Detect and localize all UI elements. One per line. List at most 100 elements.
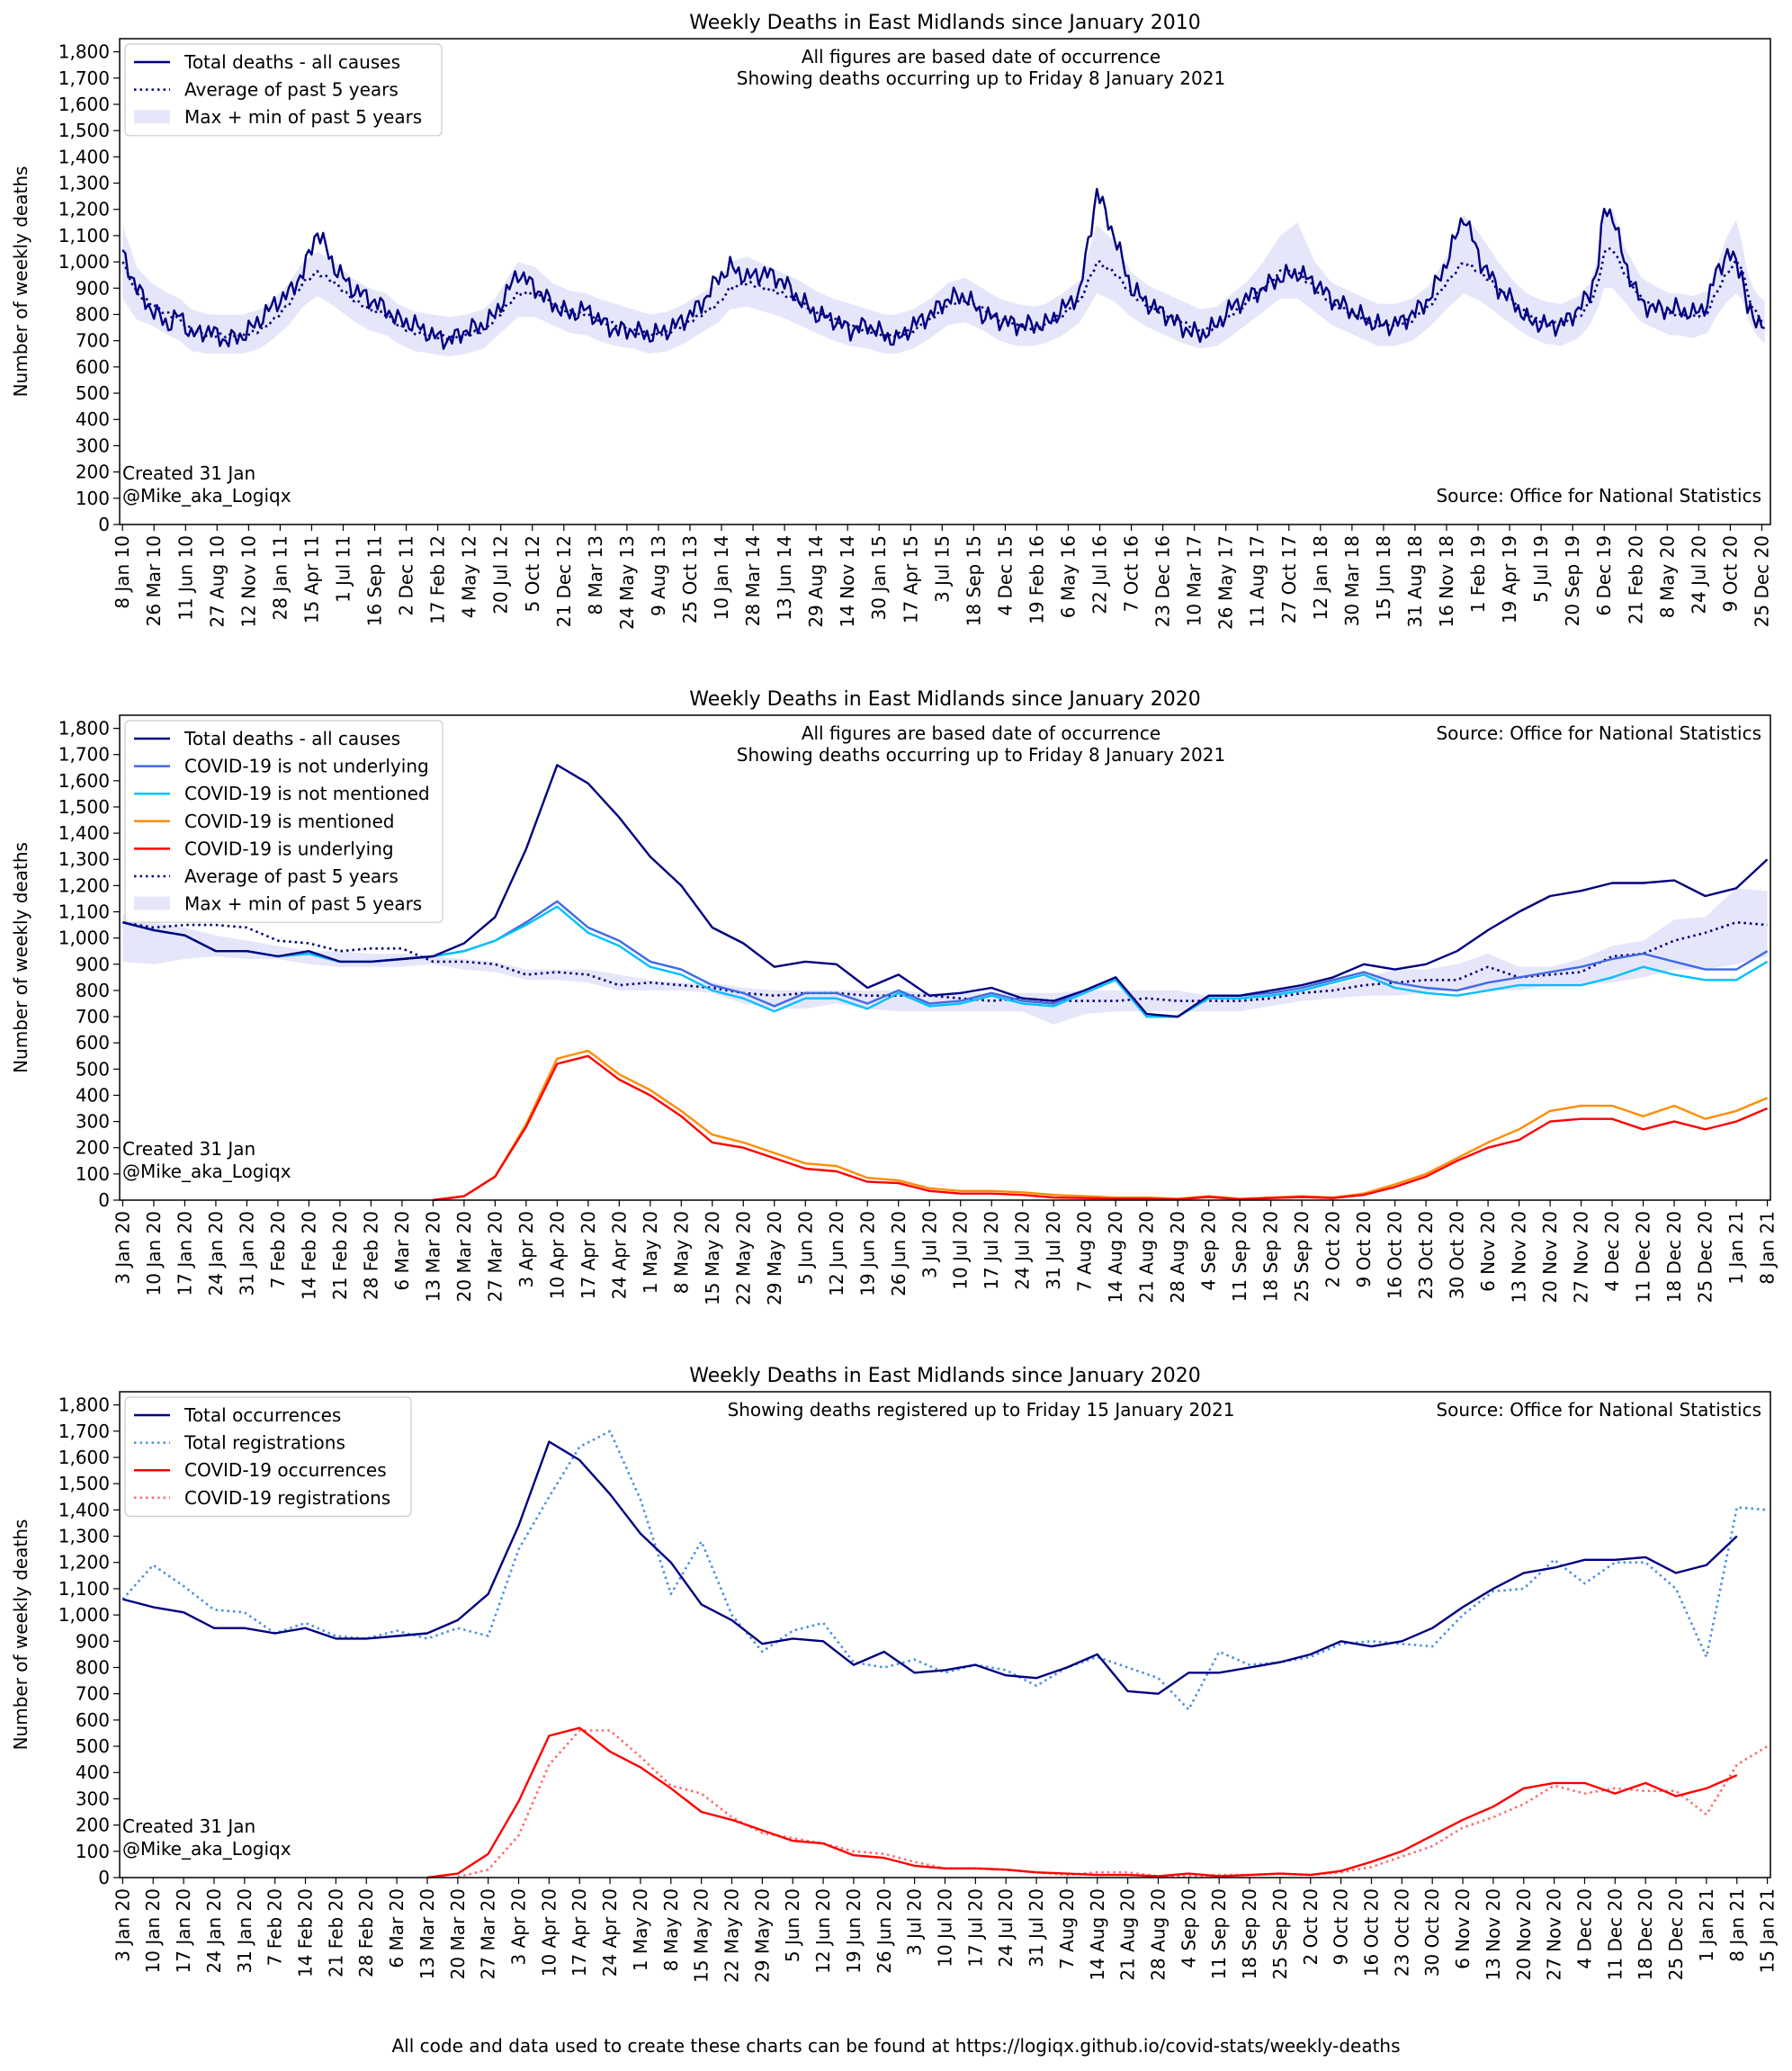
- x-tick-label: 18 Dec 20: [1635, 1888, 1656, 1980]
- subtitle-line: Showing deaths occurring up to Friday 8 …: [737, 744, 1225, 766]
- x-tick-label: 18 Dec 20: [1663, 1211, 1685, 1303]
- x-tick-label: 6 Nov 20: [1477, 1211, 1499, 1292]
- x-tick-label: 26 Mar 10: [143, 535, 165, 626]
- legend-item-covid-19-is-underlying: COVID-19 is underlying: [134, 838, 394, 859]
- y-tick-label: 1,800: [58, 1394, 110, 1416]
- x-tick-label: 13 Jun 14: [774, 535, 795, 621]
- x-tick-label: 5 Jun 20: [794, 1211, 816, 1285]
- legend-label: COVID-19 is not mentioned: [184, 783, 430, 804]
- y-tick-label: 800: [76, 980, 110, 1001]
- x-tick-label: 3 Jan 20: [112, 1211, 133, 1285]
- x-tick-label: 1 May 20: [630, 1888, 651, 1971]
- line-covid-19-is-mentioned: [433, 1049, 1769, 1202]
- x-tick-label: 25 Dec 20: [1665, 1888, 1687, 1980]
- x-tick-label: 14 Feb 20: [295, 1888, 317, 1977]
- line-total-deaths-all-causes: [121, 187, 1765, 350]
- x-tick-label: 26 Jun 20: [888, 1211, 909, 1296]
- x-tick-label: 9 Oct 20: [1353, 1211, 1375, 1287]
- y-tick-label: 1,100: [58, 901, 110, 923]
- x-tick-label: 25 Sep 20: [1291, 1211, 1313, 1302]
- legend-item-covid-19-is-mentioned: COVID-19 is mentioned: [134, 811, 394, 832]
- legend-box: [124, 43, 443, 137]
- x-tick-label: 5 Oct 12: [522, 535, 543, 612]
- legend-label: COVID-19 is mentioned: [184, 811, 394, 832]
- legend-item-total-registrations: Total registrations: [134, 1432, 345, 1454]
- legend-label: COVID-19 is underlying: [184, 838, 394, 859]
- y-tick-label: 700: [76, 330, 110, 352]
- y-tick-label: 1,600: [58, 94, 110, 115]
- footer-note: All code and data used to create these c…: [391, 2035, 1401, 2057]
- x-tick-label: 23 Oct 20: [1415, 1211, 1437, 1299]
- y-tick-label: 100: [76, 1841, 110, 1862]
- y-tick-label: 700: [76, 1006, 110, 1027]
- y-tick-label: 800: [76, 303, 110, 325]
- x-tick-label: 22 Jul 16: [1089, 535, 1111, 614]
- y-tick-label: 700: [76, 1683, 110, 1705]
- legend-box: [124, 720, 444, 923]
- x-tick-label: 24 Jan 20: [205, 1211, 227, 1295]
- y-tick-label: 300: [76, 1111, 110, 1133]
- credit-line: @Mike_aka_Logiqx: [122, 1838, 291, 1860]
- x-tick-label: 22 May 20: [732, 1211, 754, 1305]
- y-axis-label: Number of weekly deaths: [10, 842, 31, 1073]
- x-tick-label: 29 Aug 14: [805, 535, 827, 628]
- plot-frame: [119, 714, 1771, 1201]
- x-tick-label: 25 Sep 20: [1269, 1888, 1291, 1979]
- y-tick-label: 0: [98, 1867, 110, 1888]
- x-tick-label: 31 Jan 20: [234, 1888, 255, 1973]
- y-tick-label: 1,000: [58, 251, 110, 273]
- x-tick-label: 20 Nov 20: [1539, 1211, 1561, 1304]
- y-tick-label: 300: [76, 1788, 110, 1809]
- x-tick-label: 11 Jun 10: [175, 535, 196, 621]
- x-tick-label: 13 Mar 20: [422, 1211, 444, 1302]
- x-tick-label: 2 Oct 20: [1322, 1211, 1344, 1287]
- x-tick-label: 1 Jan 21: [1725, 1211, 1747, 1285]
- x-tick-label: 15 May 20: [691, 1888, 712, 1983]
- x-tick-label: 5 Jul 19: [1530, 535, 1552, 603]
- x-tick-label: 4 Dec 20: [1601, 1211, 1623, 1292]
- legend-label: Total deaths - all causes: [184, 51, 400, 73]
- x-tick-label: 20 Jul 12: [490, 535, 512, 614]
- credit-line: Created 31 Jan: [122, 1815, 255, 1837]
- x-tick-label: 21 Dec 12: [553, 535, 575, 627]
- x-tick-label: 15 Jun 18: [1373, 535, 1394, 621]
- x-tick-label: 10 Jan 20: [143, 1211, 165, 1295]
- band-max-min-of-past-5-years: [122, 888, 1768, 1025]
- chart-panel-1: Weekly Deaths in East Midlands since Jan…: [10, 12, 1772, 630]
- x-tick-label: 28 Aug 20: [1167, 1211, 1188, 1304]
- x-tick-label: 13 Nov 20: [1483, 1888, 1504, 1981]
- x-tick-label: 25 Dec 20: [1751, 535, 1772, 627]
- x-tick-label: 4 Sep 20: [1198, 1211, 1220, 1291]
- x-tick-label: 19 Jun 20: [843, 1888, 865, 1974]
- x-tick-label: 1 Jul 11: [332, 535, 354, 603]
- y-tick-label: 1,400: [58, 1499, 110, 1520]
- x-tick-label: 10 Jan 20: [142, 1888, 164, 1973]
- x-tick-label: 21 Feb 20: [325, 1888, 346, 1977]
- chart-subtitle: All figures are based date of occurrence…: [737, 46, 1225, 89]
- x-tick-label: 1 May 20: [640, 1211, 661, 1294]
- x-tick-label: 7 Feb 20: [267, 1211, 289, 1288]
- y-tick-label: 1,500: [58, 120, 110, 141]
- x-tick-label: 6 Mar 20: [386, 1888, 408, 1968]
- x-tick-label: 10 Apr 20: [538, 1888, 560, 1977]
- y-tick-label: 1,000: [58, 1604, 110, 1626]
- x-tick-label: 28 Feb 20: [360, 1211, 381, 1300]
- x-tick-label: 25 Dec 20: [1695, 1211, 1716, 1303]
- y-tick-label: 1,800: [58, 718, 110, 740]
- y-tick-label: 900: [76, 277, 110, 299]
- x-tick-label: 7 Feb 20: [264, 1888, 286, 1966]
- x-tick-label: 21 Aug 20: [1136, 1211, 1158, 1304]
- x-tick-label: 14 Aug 20: [1105, 1211, 1126, 1304]
- legend-label: Max + min of past 5 years: [184, 106, 422, 128]
- legend-swatch: [134, 896, 170, 910]
- legend-label: Average of past 5 years: [184, 79, 399, 101]
- y-tick-label: 1,400: [58, 146, 110, 167]
- y-tick-label: 1,300: [58, 848, 110, 870]
- x-tick-label: 25 Oct 13: [679, 535, 701, 623]
- x-tick-label: 13 Mar 20: [417, 1888, 438, 1979]
- x-tick-label: 10 Jan 14: [711, 535, 732, 620]
- x-tick-label: 31 Aug 18: [1404, 535, 1426, 628]
- x-tick-label: 30 Jan 15: [868, 535, 890, 620]
- y-tick-label: 0: [98, 514, 110, 535]
